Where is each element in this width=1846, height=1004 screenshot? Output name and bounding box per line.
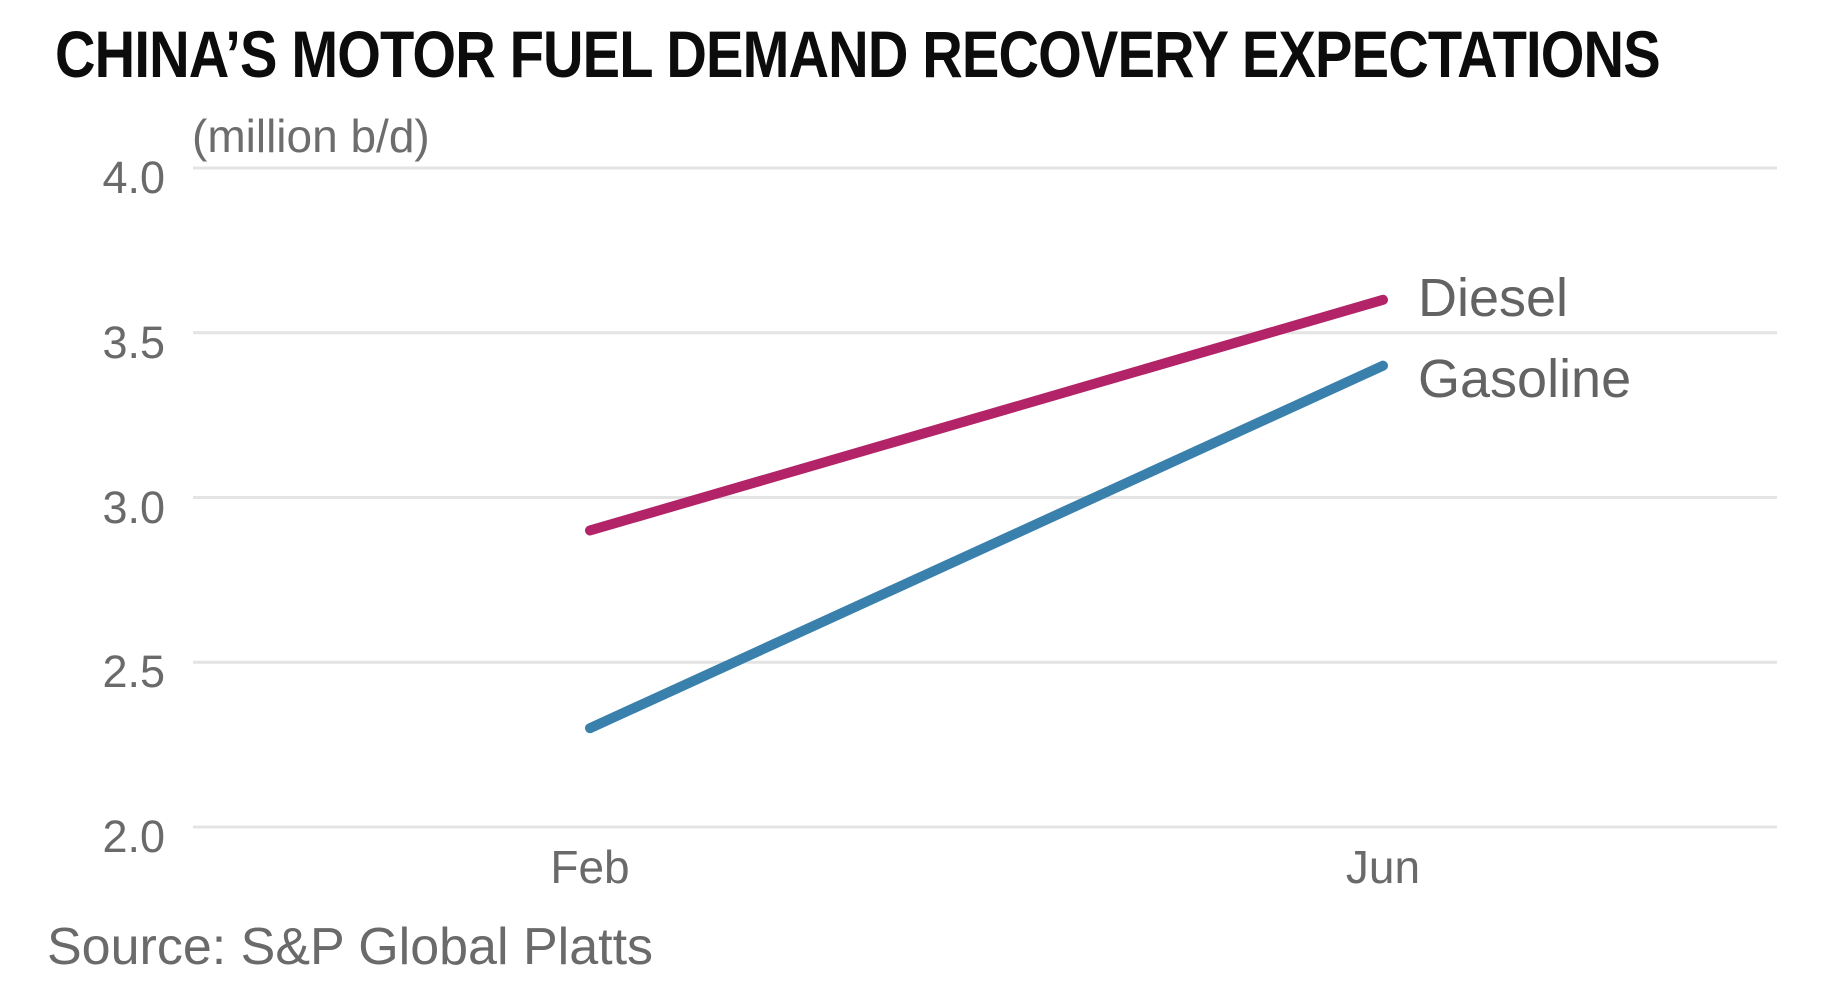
y-tick-label-3.5: 3.5 xyxy=(102,316,165,368)
x-tick-label-feb: Feb xyxy=(550,841,630,893)
gasoline-line xyxy=(585,360,1388,734)
gasoline-series-label: Gasoline xyxy=(1418,348,1632,409)
y-tick-label-3.0: 3.0 xyxy=(102,481,165,533)
diesel-line xyxy=(585,294,1388,536)
chart-title: CHINA’S MOTOR FUEL DEMAND RECOVERY EXPEC… xyxy=(55,17,1661,91)
y-axis-unit-label: (million b/d) xyxy=(192,110,430,162)
y-tick-label-2.0: 2.0 xyxy=(102,811,165,862)
y-tick-label-2.5: 2.5 xyxy=(102,646,165,698)
y-tick-label-4.0: 4.0 xyxy=(102,152,165,203)
source-attribution: Source: S&P Global Platts xyxy=(47,918,654,976)
diesel-series-label: Diesel xyxy=(1418,267,1569,328)
x-tick-label-jun: Jun xyxy=(1345,841,1421,893)
